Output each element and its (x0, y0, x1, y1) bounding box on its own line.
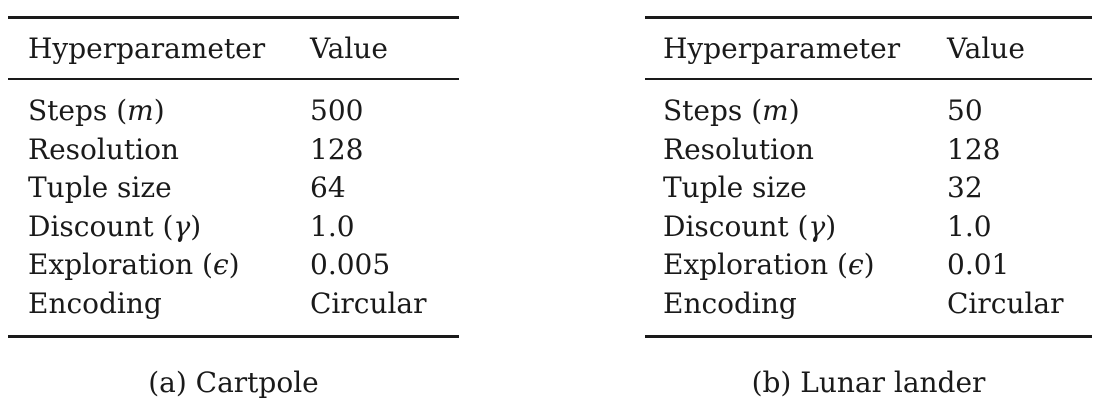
param-label: Steps (m) (28, 94, 165, 128)
mid-rule (8, 78, 459, 80)
table-row: Encoding Circular (8, 285, 459, 324)
param-label: Tuple size (663, 171, 807, 205)
top-rule (645, 16, 1092, 19)
param-value: Circular (947, 286, 1064, 320)
caption-lunar-lander: (b) Lunar lander (751, 366, 986, 399)
mid-rule (645, 78, 1092, 80)
param-label: Encoding (663, 286, 797, 320)
top-rule (8, 16, 459, 19)
table-row: Discount (γ) 1.0 (645, 208, 1092, 247)
table-row: Encoding Circular (645, 285, 1092, 324)
param-value: 128 (947, 132, 1001, 166)
header-hyperparameter: Hyperparameter (28, 31, 266, 65)
table-row: Steps (m) 500 (8, 92, 459, 131)
param-value: 128 (310, 132, 364, 166)
param-value: 0.005 (310, 248, 391, 282)
param-value: 32 (947, 171, 983, 205)
param-value: 64 (310, 171, 346, 205)
param-value: 500 (310, 94, 364, 128)
param-label: Encoding (28, 286, 162, 320)
param-label: Discount (γ) (28, 209, 202, 243)
bottom-rule (8, 335, 459, 338)
table-row: Exploration (ϵ) 0.01 (645, 246, 1092, 285)
bottom-rule (645, 335, 1092, 338)
table-row: Resolution 128 (645, 131, 1092, 170)
table-row: Discount (γ) 1.0 (8, 208, 459, 247)
header-hyperparameter: Hyperparameter (663, 31, 901, 65)
cartpole-table: Hyperparameter Value Steps (m) 500 Resol… (8, 16, 459, 338)
table-row: Tuple size 64 (8, 169, 459, 208)
param-value: 1.0 (947, 209, 992, 243)
header-row: Hyperparameter Value (645, 19, 1092, 78)
param-value: 1.0 (310, 209, 355, 243)
header-value: Value (310, 31, 388, 65)
param-value: 0.01 (947, 248, 1010, 282)
caption-cartpole: (a) Cartpole (148, 366, 319, 399)
param-label: Steps (m) (663, 94, 800, 128)
param-label: Exploration (ϵ) (28, 248, 240, 282)
param-label: Exploration (ϵ) (663, 248, 875, 282)
param-label: Discount (γ) (663, 209, 837, 243)
param-value: 50 (947, 94, 983, 128)
header-value: Value (947, 31, 1025, 65)
param-label: Tuple size (28, 171, 172, 205)
header-row: Hyperparameter Value (8, 19, 459, 78)
lunar-lander-table: Hyperparameter Value Steps (m) 50 Resolu… (645, 16, 1092, 338)
table-row: Exploration (ϵ) 0.005 (8, 246, 459, 285)
table-row: Resolution 128 (8, 131, 459, 170)
table-row: Tuple size 32 (645, 169, 1092, 208)
param-label: Resolution (663, 132, 814, 166)
param-value: Circular (310, 286, 427, 320)
param-label: Resolution (28, 132, 179, 166)
table-row: Steps (m) 50 (645, 92, 1092, 131)
